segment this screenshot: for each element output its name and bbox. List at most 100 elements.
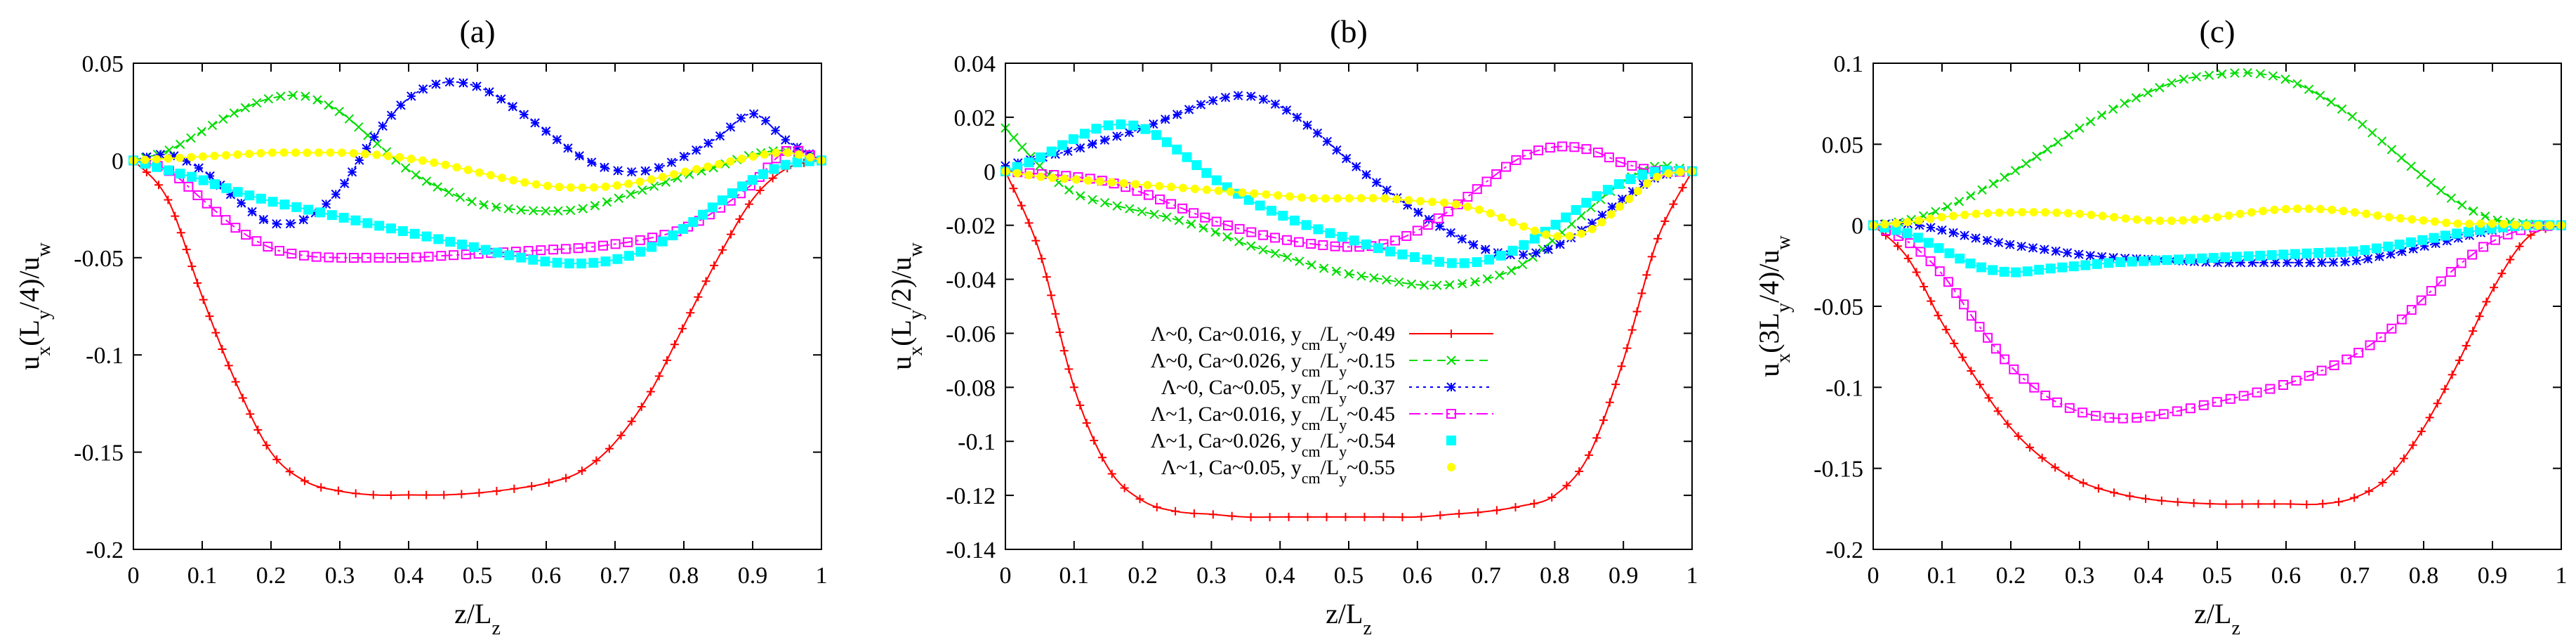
panel-c-series-1-point bbox=[2141, 494, 2151, 503]
panel-a-series-2-point bbox=[516, 205, 526, 215]
panel-a-series-1-point bbox=[544, 478, 553, 487]
panel-c-series-6-point bbox=[2407, 215, 2417, 224]
panel-a-series-1-point bbox=[678, 324, 687, 333]
legend-swatch-3 bbox=[1409, 382, 1493, 392]
panel-a-series-1-point bbox=[694, 292, 703, 301]
panel-b-series-6-point bbox=[1250, 189, 1259, 198]
panel-c-series-3-point bbox=[2397, 247, 2407, 256]
panel-b-series-5-point bbox=[1625, 174, 1636, 184]
panel-b-series-4-point bbox=[1491, 169, 1502, 179]
panel-a-series-6-point bbox=[395, 152, 404, 162]
panel-c-series-4-point bbox=[2365, 340, 2375, 351]
panel-c-series-5-point bbox=[2417, 235, 2428, 245]
panel-b-series-3-point bbox=[1341, 153, 1352, 164]
panel-a-series-5-point bbox=[600, 256, 611, 267]
panel-a-series-2-point bbox=[578, 204, 588, 214]
panel-b-series-3-point bbox=[1246, 91, 1256, 101]
panel-a-series-6-point bbox=[164, 154, 173, 163]
panel-b-series-1-point bbox=[1647, 252, 1656, 261]
panel-b-series-5-point bbox=[1161, 137, 1172, 148]
panel-a-series-3-point bbox=[355, 155, 364, 165]
panel-a-series-4-point bbox=[597, 240, 608, 251]
panel-b-series-2-point bbox=[1458, 279, 1467, 289]
panel-c-series-6-point bbox=[2419, 216, 2428, 225]
panel-c-series-1-point bbox=[2302, 500, 2311, 509]
panel-c-series-2-point bbox=[1966, 191, 1976, 201]
panel-c-series-1-point bbox=[2003, 419, 2012, 429]
panel-a-series-2-point bbox=[614, 193, 623, 203]
panel-b-series-1-point bbox=[1017, 201, 1026, 210]
panel-c-series-5-point bbox=[2255, 250, 2266, 261]
panel-c-series-2-point bbox=[2000, 172, 2009, 183]
legend-swatch-6-marker bbox=[1447, 463, 1455, 471]
legend-swatch-1 bbox=[1409, 329, 1493, 338]
panel-a-xtick-label: 0.8 bbox=[669, 563, 699, 589]
panel-b-series-2-point bbox=[1149, 209, 1159, 219]
panel-c-series-6-point bbox=[2087, 210, 2096, 219]
panel-c-series-3-point bbox=[1993, 237, 2004, 248]
panel-a-series-3-point bbox=[247, 207, 257, 217]
panel-b-series-6-point bbox=[1107, 178, 1116, 187]
panel-a-series-4-point bbox=[230, 223, 241, 233]
panel-a-series-3-point bbox=[586, 157, 597, 167]
panel-c-series-5-point bbox=[2022, 266, 2033, 277]
panel-a-series-5-point bbox=[758, 169, 768, 179]
panel-c-series-1-point bbox=[2378, 478, 2387, 487]
panel-c-series-1-point bbox=[1894, 242, 1902, 251]
panel-b-series-4-point bbox=[1200, 212, 1210, 223]
panel-c-series-5-point bbox=[2394, 240, 2405, 250]
panel-b-series-5-point bbox=[1128, 120, 1139, 131]
panel-b-series-1-point bbox=[1417, 512, 1426, 521]
panel-c-series-2-point bbox=[1931, 207, 1941, 216]
panel-c-series-6-point bbox=[2063, 209, 2073, 218]
panel-c-series-5-point bbox=[2383, 241, 2393, 252]
panel-c-series-3-point bbox=[2259, 258, 2269, 268]
panel-c-series-2-point bbox=[2010, 166, 2021, 176]
panel-b-series-1-point bbox=[1642, 270, 1651, 280]
panel-a-series-5-point bbox=[445, 237, 456, 247]
panel-c-series-3-point bbox=[1937, 225, 1947, 235]
panel-a-series-6-point bbox=[601, 182, 610, 191]
panel-b-series-1-point bbox=[1529, 499, 1538, 508]
panel-b-series-4-point bbox=[1318, 240, 1328, 250]
panel-b-ytick-label: -0.14 bbox=[946, 537, 996, 563]
panel-b-series-5-point bbox=[1079, 129, 1090, 139]
panel-c-xtick-label: 0.6 bbox=[2271, 563, 2301, 589]
panel-a-series-4-point bbox=[536, 245, 546, 256]
panel-c-xtick-label: 0.8 bbox=[2409, 563, 2439, 589]
panel-c-ytick-label: -0.15 bbox=[1814, 457, 1863, 483]
panel-c-series-6-point bbox=[2545, 221, 2554, 230]
panel-c-series-6-point bbox=[1903, 218, 1912, 227]
panel-a-xtick-label: 0.7 bbox=[600, 563, 630, 589]
panel-c-series-3-point bbox=[2282, 258, 2292, 268]
panel-c-ytick-label: -0.05 bbox=[1814, 294, 1863, 320]
panel-c-ylabel: ux(3Ly/4)/uw bbox=[1753, 235, 1795, 377]
panel-a-series-6-point bbox=[612, 181, 621, 190]
panel-c-series-2-point bbox=[2396, 153, 2406, 163]
panel-a-series-5-point bbox=[678, 223, 689, 234]
panel-c-series-4-point bbox=[2212, 397, 2222, 407]
panel-b-series-2-point bbox=[1162, 212, 1172, 222]
panel-a-series-6-point bbox=[463, 165, 473, 174]
panel-b-ylabel: ux(Ly/2)/uw bbox=[885, 242, 927, 370]
panel-c-ytick-label: 0 bbox=[1851, 214, 1863, 240]
panel-c-series-6-point bbox=[2155, 216, 2165, 226]
panel-a-series-4-point bbox=[399, 252, 409, 263]
panel-a-series-3-point bbox=[237, 198, 246, 208]
panel-a-series-5-markers bbox=[128, 155, 826, 269]
panel-c-series-6-point bbox=[2179, 216, 2188, 225]
panel-a-series-3-point bbox=[285, 218, 296, 229]
panel-c-series-2-point bbox=[2358, 119, 2367, 129]
panel-b-series-6-point bbox=[1178, 183, 1187, 192]
panel-c-series-1-point bbox=[2506, 255, 2515, 264]
panel-b-series-5-point bbox=[1472, 257, 1482, 268]
panel-b-series-4-point bbox=[1569, 142, 1580, 152]
panel-a-series-5-point bbox=[516, 252, 527, 263]
panel-b-series-2-point bbox=[1198, 223, 1208, 233]
panel-a-series-2-point bbox=[186, 133, 196, 143]
panel-a-series-5-point bbox=[688, 217, 699, 228]
panel-b-series-6-point bbox=[1664, 169, 1673, 178]
panel-b-series-6-point bbox=[1226, 187, 1235, 196]
panel-b-series-3-point bbox=[1587, 218, 1597, 228]
panel-c-series-6-point bbox=[2304, 204, 2313, 214]
